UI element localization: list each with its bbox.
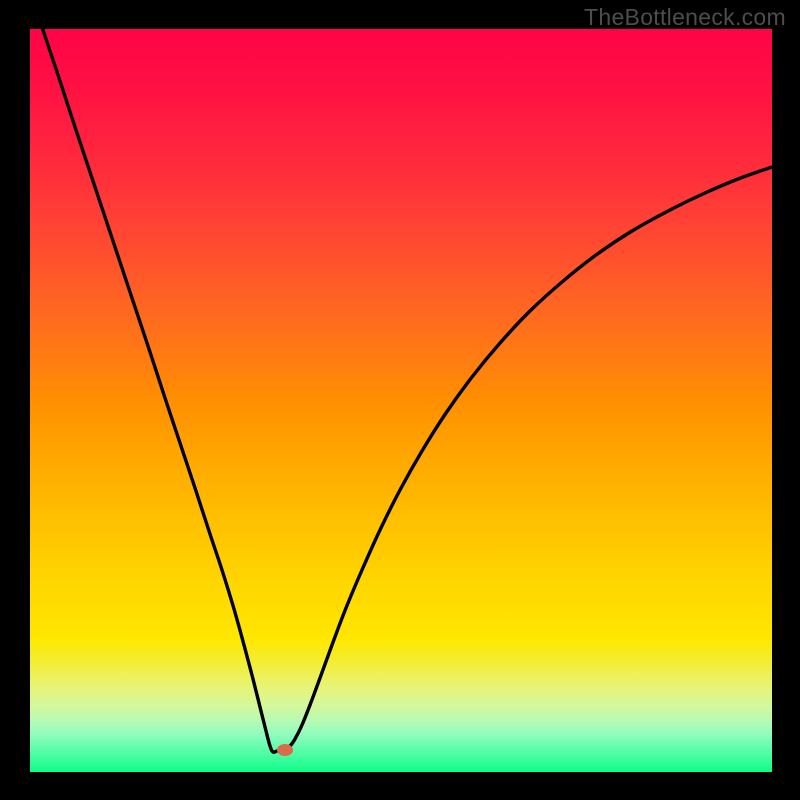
bottleneck-curve-chart: [0, 0, 800, 800]
chart-plot-area: [30, 29, 772, 772]
watermark-label: TheBottleneck.com: [584, 4, 786, 31]
optimal-point-marker: [277, 744, 293, 756]
chart-container: TheBottleneck.com: [0, 0, 800, 800]
